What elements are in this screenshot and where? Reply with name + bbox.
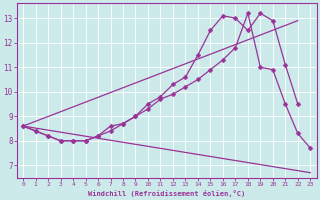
X-axis label: Windchill (Refroidissement éolien,°C): Windchill (Refroidissement éolien,°C): [88, 190, 245, 197]
